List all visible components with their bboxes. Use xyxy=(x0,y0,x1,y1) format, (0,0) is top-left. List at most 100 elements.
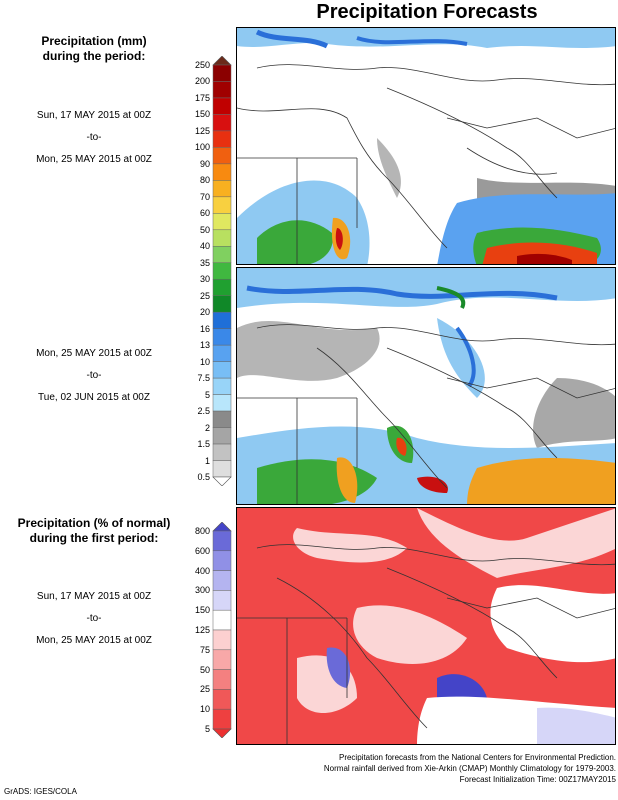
colorbar-bottom-arrow xyxy=(212,476,232,486)
colorbar-top-arrow xyxy=(212,56,232,66)
colorbar-tick-label: 600 xyxy=(194,545,210,556)
colorbar-segment xyxy=(212,550,232,571)
period-2-label: Mon, 25 MAY 2015 at 00Z -to- Tue, 02 JUN… xyxy=(6,348,182,404)
grads-credit: GrADS: IGES/COLA xyxy=(4,787,77,796)
period-3-end: Mon, 25 MAY 2015 at 00Z xyxy=(36,635,152,646)
colorbar-segment xyxy=(212,649,232,670)
colorbar-segment xyxy=(212,295,232,313)
colorbar-tick-label: 7.5 xyxy=(197,373,210,384)
colorbar-segment xyxy=(212,361,232,379)
colorbar-tick-label: 16 xyxy=(199,323,210,334)
colorbar-tick-label: 25 xyxy=(199,290,210,301)
colorbar-tick-label: 150 xyxy=(194,109,210,120)
map-panel-period-2 xyxy=(236,267,616,505)
colorbar-segment xyxy=(212,163,232,181)
colorbar-segment xyxy=(212,669,232,690)
colorbar-segment xyxy=(212,530,232,552)
colorbar-segment xyxy=(212,460,232,478)
colorbar-segment xyxy=(212,180,232,198)
colorbar-segment xyxy=(212,130,232,148)
colorbar-segment xyxy=(212,229,232,247)
colorbar-tick-label: 400 xyxy=(194,565,210,576)
footer-line-2: Normal rainfall derived from Xie-Arkin (… xyxy=(323,764,616,773)
colorbar-bottom-arrow xyxy=(212,728,232,738)
rain-band-north xyxy=(237,268,615,308)
colorbar-segment xyxy=(212,114,232,132)
period-2-start: Mon, 25 MAY 2015 at 00Z xyxy=(36,348,152,359)
colorbar-segment xyxy=(212,377,232,395)
period-3-start: Sun, 17 MAY 2015 at 00Z xyxy=(36,591,152,602)
footer-line-1: Precipitation forecasts from the Nationa… xyxy=(338,753,616,762)
colorbar-tick-label: 200 xyxy=(194,76,210,87)
colorbar-segment xyxy=(212,689,232,710)
colorbar-tick-label: 20 xyxy=(199,307,210,318)
pct-section-heading: Precipitation (% of normal) during the f… xyxy=(6,516,182,546)
colorbar-tick-label: 90 xyxy=(199,158,210,169)
colorbar-tick-label: 2 xyxy=(204,422,210,433)
colorbar-tick-label: 60 xyxy=(199,208,210,219)
period-1-end: Mon, 25 MAY 2015 at 00Z xyxy=(36,154,152,165)
map-panel-period-1 xyxy=(236,27,616,265)
colorbar-segment xyxy=(212,443,232,461)
colorbar-tick-label: 10 xyxy=(199,356,210,367)
colorbar-tick-label: 1.5 xyxy=(197,439,210,450)
period-3-label: Sun, 17 MAY 2015 at 00Z -to- Mon, 25 MAY… xyxy=(6,591,182,647)
mm-heading-line-2: during the period: xyxy=(42,49,146,63)
colorbar-segment xyxy=(212,629,232,651)
colorbar-segment xyxy=(212,81,232,99)
rain-band-north xyxy=(237,28,615,48)
colorbar-segment xyxy=(212,590,232,611)
period-1-start: Sun, 17 MAY 2015 at 00Z xyxy=(36,110,152,121)
colorbar-tick-label: 5 xyxy=(204,724,210,734)
colorbar-tick-label: 30 xyxy=(199,274,210,285)
colorbar-segment xyxy=(212,311,232,329)
period-2-sep: -to- xyxy=(86,370,102,381)
colorbar-tick-label: 125 xyxy=(194,625,210,635)
page-title: Precipitation Forecasts xyxy=(316,1,538,23)
coastlines xyxy=(237,544,615,744)
footer-line-3: Forecast Initialization Time: 00Z17MAY20… xyxy=(459,775,616,784)
colorbar-segment xyxy=(212,213,232,231)
colorbar-segment xyxy=(212,147,232,165)
colorbar-tick-label: 75 xyxy=(199,644,210,655)
period-1-sep: -to- xyxy=(86,132,102,143)
normal-area-east xyxy=(490,585,615,663)
near-normal-area-north xyxy=(417,508,615,578)
coastlines xyxy=(237,64,615,264)
colorbar-tick-label: 2.5 xyxy=(197,406,210,417)
colorbar-tick-label: 25 xyxy=(199,684,210,695)
colorbar-segment xyxy=(212,609,232,631)
colorbar-segment xyxy=(212,708,232,730)
map-panel-percent-normal xyxy=(236,507,616,745)
period-1-label: Sun, 17 MAY 2015 at 00Z -to- Mon, 25 MAY… xyxy=(6,110,182,166)
mm-heading-line-1: Precipitation (mm) xyxy=(41,34,147,48)
colorbar-segment xyxy=(212,328,232,346)
colorbar-tick-label: 50 xyxy=(199,224,210,235)
colorbar-tick-label: 1 xyxy=(204,455,210,466)
colorbar-tick-label: 13 xyxy=(199,340,210,351)
colorbar-tick-label: 35 xyxy=(199,257,210,268)
pct-heading-line-1: Precipitation (% of normal) xyxy=(17,516,171,530)
colorbar-tick-label: 80 xyxy=(199,175,210,186)
pct-heading-line-2: during the first period: xyxy=(29,531,159,545)
colorbar-tick-label: 150 xyxy=(194,605,210,616)
colorbar-top-arrow xyxy=(212,522,232,532)
colorbar-tick-label: 50 xyxy=(199,664,210,675)
period-2-end: Tue, 02 JUN 2015 at 00Z xyxy=(38,392,150,403)
colorbar-segment xyxy=(212,262,232,280)
pct-colorbar xyxy=(212,522,232,738)
colorbar-segment xyxy=(212,410,232,428)
colorbar-segment xyxy=(212,427,232,445)
colorbar-tick-label: 100 xyxy=(194,142,210,153)
colorbar-tick-label: 10 xyxy=(199,704,210,715)
mm-section-heading: Precipitation (mm) during the period: xyxy=(6,34,182,64)
colorbar-segment xyxy=(212,246,232,264)
colorbar-tick-label: 125 xyxy=(194,125,210,136)
colorbar-tick-label: 800 xyxy=(194,526,210,536)
colorbar-tick-label: 300 xyxy=(194,585,210,596)
footer-notes: Precipitation forecasts from the Nationa… xyxy=(236,752,616,785)
above-normal-area-red-sea xyxy=(326,647,351,688)
colorbar-segment xyxy=(212,344,232,362)
colorbar-segment xyxy=(212,64,232,82)
colorbar-tick-label: 0.5 xyxy=(197,472,210,482)
